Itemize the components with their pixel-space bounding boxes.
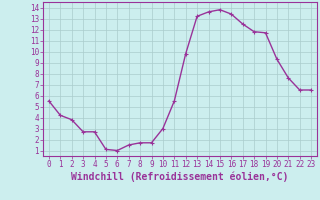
X-axis label: Windchill (Refroidissement éolien,°C): Windchill (Refroidissement éolien,°C) — [71, 172, 289, 182]
